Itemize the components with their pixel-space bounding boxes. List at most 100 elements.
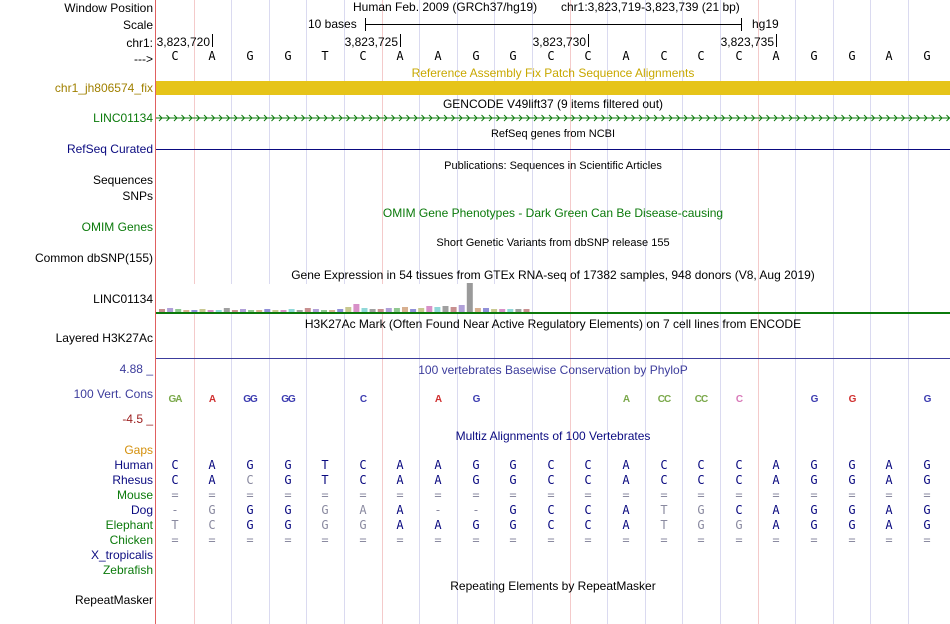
alignment-base: = xyxy=(246,533,254,547)
coordinate-tick xyxy=(588,34,589,47)
gencode-chevron xyxy=(383,114,388,122)
alignment-base: = xyxy=(171,533,179,547)
phylop-base-logo: A xyxy=(434,394,442,405)
reference-base: G xyxy=(284,49,292,63)
species-label[interactable]: Mouse xyxy=(116,488,153,502)
phylop-base-logo: C xyxy=(735,394,743,405)
species-label[interactable]: Elephant xyxy=(105,518,153,532)
alignment-base: A xyxy=(885,503,893,517)
alignment-base: G xyxy=(246,503,254,517)
species-label[interactable]: Chicken xyxy=(109,533,153,547)
phylop-base-logo: CC xyxy=(657,394,671,405)
gencode-chevron xyxy=(758,114,763,122)
reference-base: C xyxy=(660,49,668,63)
phylop-base-logo: G xyxy=(923,394,932,405)
gencode-chevron xyxy=(511,114,516,122)
alignment-base: C xyxy=(584,473,592,487)
refseq-track-label[interactable]: RefSeq Curated xyxy=(66,142,153,156)
gencode-chevron xyxy=(863,114,868,122)
coordinate-tick xyxy=(776,34,777,47)
alignment-base: A xyxy=(208,473,216,487)
alignment-base: = xyxy=(208,488,216,502)
window-position-label: Window Position xyxy=(64,1,153,15)
gencode-chevron xyxy=(286,114,291,122)
repeatmasker-track-label[interactable]: RepeatMasker xyxy=(74,593,153,607)
alignment-base: A xyxy=(359,503,367,517)
alignment-base: T xyxy=(171,518,179,532)
gencode-chevron xyxy=(608,114,613,122)
alignment-base: = xyxy=(735,488,743,502)
reference-base: A xyxy=(208,49,216,63)
alignment-base: = xyxy=(772,533,780,547)
strand-arrow-label: ---> xyxy=(134,52,153,66)
species-label[interactable]: Zebrafish xyxy=(102,563,153,577)
h3k27ac-track-label[interactable]: Layered H3K27Ac xyxy=(55,331,153,345)
alignment-base: - xyxy=(472,503,480,517)
gtex-tissue-bar xyxy=(345,307,352,312)
species-label[interactable]: X_tropicalis xyxy=(90,548,153,562)
reference-base: A xyxy=(434,49,442,63)
alignment-base: G xyxy=(848,473,856,487)
gtex-tissue-bar xyxy=(183,310,190,312)
gtex-tissue-bar xyxy=(223,308,230,312)
species-label[interactable]: Human xyxy=(114,458,153,472)
alignment-base: = xyxy=(396,488,404,502)
dbsnp-track-label[interactable]: Common dbSNP(155) xyxy=(34,251,153,265)
fix-patch-alignment-bar[interactable] xyxy=(156,81,950,95)
reference-base: G xyxy=(848,49,856,63)
gencode-chevron xyxy=(728,114,733,122)
alignment-base: G xyxy=(321,503,329,517)
refseq-title: RefSeq genes from NCBI xyxy=(490,128,616,140)
gencode-gene-model[interactable] xyxy=(156,112,950,124)
gtex-tissue-bar xyxy=(248,310,255,312)
gencode-chevron xyxy=(353,114,358,122)
gencode-chevron xyxy=(661,114,666,122)
alignment-base: G xyxy=(284,473,292,487)
gencode-chevron xyxy=(218,114,223,122)
alignment-base: G xyxy=(509,503,517,517)
publications-snps-label[interactable]: SNPs xyxy=(122,189,153,203)
alignment-base: A xyxy=(885,518,893,532)
track-area[interactable]: Human Feb. 2009 (GRCh37/hg19) chr1:3,823… xyxy=(156,0,950,624)
phylop-track-label[interactable]: 100 Vert. Cons xyxy=(73,387,153,401)
species-label[interactable]: Dog xyxy=(130,503,153,517)
alignment-base: C xyxy=(735,458,743,472)
alignment-base: G xyxy=(284,503,292,517)
alignment-base: C xyxy=(547,503,555,517)
gtex-tissue-bar xyxy=(402,307,408,312)
dbsnp-title: Short Genetic Variants from dbSNP releas… xyxy=(436,237,670,249)
alignment-base: = xyxy=(885,488,893,502)
gtex-bar-chart[interactable] xyxy=(156,282,950,314)
refseq-gene-line[interactable] xyxy=(156,149,950,150)
multiz-gaps-label[interactable]: Gaps xyxy=(124,443,153,457)
alignment-base: - xyxy=(434,503,442,517)
phylop-base-logo: GG xyxy=(281,394,296,405)
gtex-tissue-bar xyxy=(499,309,506,312)
gencode-chevron xyxy=(233,114,238,122)
gencode-chevron xyxy=(788,114,793,122)
gencode-chevron xyxy=(563,114,568,122)
omim-track-label[interactable]: OMIM Genes xyxy=(81,220,153,234)
db-text: hg19 xyxy=(752,17,779,31)
gencode-chevron xyxy=(886,114,891,122)
alignment-base: = xyxy=(509,533,517,547)
alignment-base: C xyxy=(584,458,592,472)
alignment-base: A xyxy=(622,458,630,472)
gencode-chevron xyxy=(916,114,921,122)
phylop-base-logo: A xyxy=(622,394,630,405)
alignment-base: C xyxy=(735,503,743,517)
alignment-base: = xyxy=(396,533,404,547)
alignment-base: A xyxy=(208,458,216,472)
species-label[interactable]: Rhesus xyxy=(112,473,153,487)
gtex-tissue-bar xyxy=(434,307,441,312)
gencode-chevron xyxy=(848,114,853,122)
gencode-chevron xyxy=(158,114,163,122)
gtex-track-label[interactable]: LINC01134 xyxy=(93,292,153,306)
gencode-track-label[interactable]: LINC01134 xyxy=(93,111,153,125)
coordinate-tick xyxy=(400,34,401,47)
gtex-tissue-bar xyxy=(264,309,271,312)
coordinate-tick xyxy=(212,34,213,47)
publications-sequences-label[interactable]: Sequences xyxy=(92,173,153,187)
fix-patch-track-label[interactable]: chr1_jh806574_fix xyxy=(54,81,153,95)
gencode-chevron xyxy=(556,114,561,122)
